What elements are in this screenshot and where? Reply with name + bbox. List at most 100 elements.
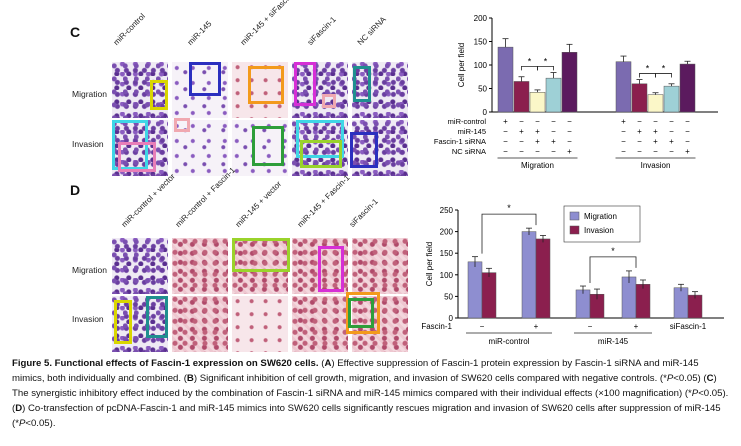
panel-d-image-migration-2 xyxy=(172,238,228,294)
caption-text-d0: <0.05). ( xyxy=(12,388,729,414)
caption-ref-a: A xyxy=(324,358,332,369)
y-tick-label-4: 200 xyxy=(440,228,454,237)
sig-bracket-migration-0 xyxy=(521,66,538,71)
condition-mark-invasion-3-4: + xyxy=(685,147,690,156)
bar-migration-3 xyxy=(545,77,562,113)
panel-d-image-migration-1 xyxy=(112,238,168,294)
sig-star-migration-1: * xyxy=(544,56,548,66)
bar-migration-1 xyxy=(521,231,537,319)
caption-text-a2: ) Effective suppression of Fascin-1 prot… xyxy=(12,358,699,384)
condition-mark-invasion-0-2: − xyxy=(653,117,658,126)
x-tick-label-0: − xyxy=(480,322,485,331)
sig-bracket-migration-1 xyxy=(537,66,554,71)
caption-ref-c: C xyxy=(706,373,714,384)
sig-star-0: * xyxy=(507,203,511,213)
bar-invasion-2 xyxy=(647,94,664,113)
condition-label-0: miR-control xyxy=(448,117,487,126)
caption-text-d: ) Co-transfection of pcDNA-Fascin-1 and … xyxy=(12,403,721,429)
condition-mark-invasion-0-3: − xyxy=(669,117,674,126)
panel-c-image-invasion-nc-sirna xyxy=(352,120,408,176)
y-axis-label: Cell per field xyxy=(457,43,466,87)
condition-label-3: NC siRNA xyxy=(452,147,486,156)
condition-mark-invasion-0-1: − xyxy=(637,117,642,126)
group-label-1: miR-145 xyxy=(598,337,629,346)
bar-migration-3 xyxy=(621,276,637,319)
panel-c-image-migration-mir-control xyxy=(112,62,168,118)
highlight-box-green-d xyxy=(348,298,374,328)
condition-label-2: Fascin-1 siRNA xyxy=(434,137,486,146)
panel-d-col-label-4: miR-145 + Fascin-1 xyxy=(295,173,352,229)
x-tick-label-4: siFascin-1 xyxy=(670,322,707,331)
highlight-box-orange-d xyxy=(346,292,380,334)
caption-p-1: P xyxy=(666,373,674,384)
condition-mark-invasion-1-1: + xyxy=(637,127,642,136)
sig-bracket-0 xyxy=(481,213,537,254)
panel-c-image-migration-mir-145-sifascin xyxy=(232,62,288,118)
panel-c-image-migration-nc-sirna xyxy=(352,62,408,118)
condition-mark-migration-3-1: − xyxy=(519,147,524,156)
condition-mark-invasion-1-4: − xyxy=(685,127,690,136)
panel-d-letter: D xyxy=(70,182,81,198)
condition-mark-migration-3-0: − xyxy=(503,147,508,156)
panel-c-image-invasion-mir-145-sifascin xyxy=(232,120,288,176)
condition-mark-migration-3-4: + xyxy=(567,147,572,156)
caption-text-c: ) The synergistic inhibitory effect indu… xyxy=(12,373,717,399)
caption-p-3: P xyxy=(18,418,26,429)
caption-title: Figure 5. Functional effects of Fascin-1… xyxy=(12,358,319,369)
condition-mark-migration-1-3: − xyxy=(551,127,556,136)
panel-c-col-label-4: siFascin-1 xyxy=(305,14,338,47)
panel-d-col-label-1: miR-control + vector xyxy=(119,171,177,229)
legend-swatch-0 xyxy=(569,211,580,221)
group-label-0: Migration xyxy=(521,161,554,170)
condition-mark-migration-0-0: + xyxy=(503,117,508,126)
bar-invasion-1 xyxy=(535,238,551,319)
panel-c-col-label-1: miR-control xyxy=(111,11,147,47)
bar-invasion-0 xyxy=(615,61,632,113)
caption-ref-d: D xyxy=(15,403,23,414)
highlight-box-green xyxy=(252,126,284,166)
y-tick-label-0: 0 xyxy=(449,314,454,323)
condition-mark-migration-0-3: − xyxy=(551,117,556,126)
sig-bracket-invasion-0 xyxy=(639,73,656,78)
bar-invasion-3 xyxy=(635,284,651,319)
condition-mark-invasion-3-3: − xyxy=(669,147,674,156)
caption-text-a1: ( xyxy=(318,358,325,369)
condition-label-1: miR-145 xyxy=(458,127,486,136)
panel-d-row-label-migration: Migration xyxy=(72,265,107,275)
x-tick-label-3: + xyxy=(634,322,639,331)
condition-mark-invasion-3-2: − xyxy=(653,147,658,156)
y-tick-label-0: 0 xyxy=(483,108,488,117)
highlight-box-magenta xyxy=(294,62,316,106)
caption-ref-b: B xyxy=(186,373,194,384)
highlight-box-yellow-d xyxy=(114,300,132,344)
bar-migration-4 xyxy=(561,52,578,113)
panel-c-col-label-3: miR-145 + siFascin-1 xyxy=(238,0,299,47)
condition-mark-invasion-1-0: − xyxy=(621,127,626,136)
highlight-box-cyan-2 xyxy=(296,120,344,158)
highlight-box-magenta-d xyxy=(318,246,344,292)
y-tick-label-2: 100 xyxy=(474,61,488,70)
condition-mark-invasion-2-0: − xyxy=(621,137,626,146)
panel-d-image-migration-3 xyxy=(232,238,288,294)
x-tick-label-2: − xyxy=(588,322,593,331)
y-tick-label-2: 100 xyxy=(440,271,454,280)
highlight-box-teal xyxy=(353,66,371,102)
condition-mark-migration-3-2: − xyxy=(535,147,540,156)
sig-star-1: * xyxy=(611,246,615,256)
condition-mark-migration-3-3: − xyxy=(551,147,556,156)
panel-d-image-invasion-4 xyxy=(292,296,348,352)
group-label-1: Invasion xyxy=(641,161,671,170)
condition-mark-invasion-2-4: − xyxy=(685,137,690,146)
x-axis-label: Fascin-1 xyxy=(421,322,452,331)
bar-invasion-1 xyxy=(631,83,648,113)
panel-c-col-label-2: miR-145 xyxy=(185,19,214,47)
caption-text-c0: <0.05) ( xyxy=(673,373,707,384)
highlight-box-lime-d xyxy=(232,238,290,272)
y-tick-label-5: 250 xyxy=(440,206,454,215)
panel-c-bar-chart: 0 50 100 150 200 Cell per field * * * * miR-contro… xyxy=(434,14,718,170)
condition-mark-invasion-3-0: − xyxy=(621,147,626,156)
highlight-box-lime xyxy=(300,140,342,168)
condition-mark-invasion-1-2: + xyxy=(653,127,658,136)
highlight-box-pink-small-2 xyxy=(174,118,190,132)
condition-mark-migration-0-1: − xyxy=(519,117,524,126)
